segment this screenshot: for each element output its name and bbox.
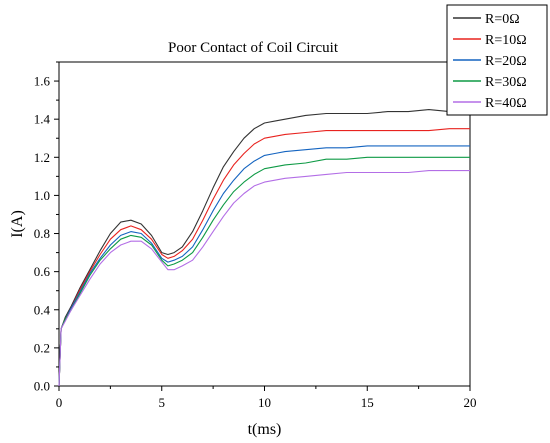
legend-label: R=0Ω xyxy=(485,12,520,27)
x-tick-label: 0 xyxy=(56,395,63,410)
y-tick-label: 1.6 xyxy=(34,74,51,89)
y-tick-label: 1.2 xyxy=(34,150,50,165)
axes-group: 0 5 10 15 20 0.0 0.2 0.4 0.6 0.8 1.0 1.2 1.4 1.6 xyxy=(34,61,477,410)
y-tick-label: 1.4 xyxy=(34,112,51,127)
legend-label: R=20Ω xyxy=(485,54,527,69)
series-line-1 xyxy=(58,109,471,387)
y-tick-label: 0.4 xyxy=(34,302,51,317)
y-tick-label: 0.2 xyxy=(34,340,50,355)
y-axis-title: I(A) xyxy=(9,210,26,238)
series-line-2 xyxy=(58,128,470,387)
x-axis-title: t(ms) xyxy=(248,421,282,438)
legend-label: R=40Ω xyxy=(485,96,527,111)
series-line-5 xyxy=(58,170,470,387)
series-line-3 xyxy=(58,145,470,387)
chart-title: Poor Contact of Coil Circuit xyxy=(168,40,339,56)
series-line-4 xyxy=(58,156,470,387)
x-tick-label: 15 xyxy=(361,395,374,410)
y-tick-label: 0.6 xyxy=(34,264,51,279)
legend-label: R=30Ω xyxy=(485,75,527,90)
y-tick-label: 0.0 xyxy=(34,379,50,394)
legend: R=0Ω R=10Ω R=20Ω R=30Ω R=40Ω xyxy=(446,4,548,116)
y-tick-label: 1.0 xyxy=(34,188,50,203)
legend-label: R=10Ω xyxy=(485,33,527,48)
x-tick-label: 5 xyxy=(159,395,166,410)
series-group xyxy=(58,109,471,387)
plot-frame xyxy=(58,61,471,387)
x-tick-label: 10 xyxy=(258,395,271,410)
x-tick-label: 20 xyxy=(464,395,477,410)
y-tick-label: 0.8 xyxy=(34,226,50,241)
